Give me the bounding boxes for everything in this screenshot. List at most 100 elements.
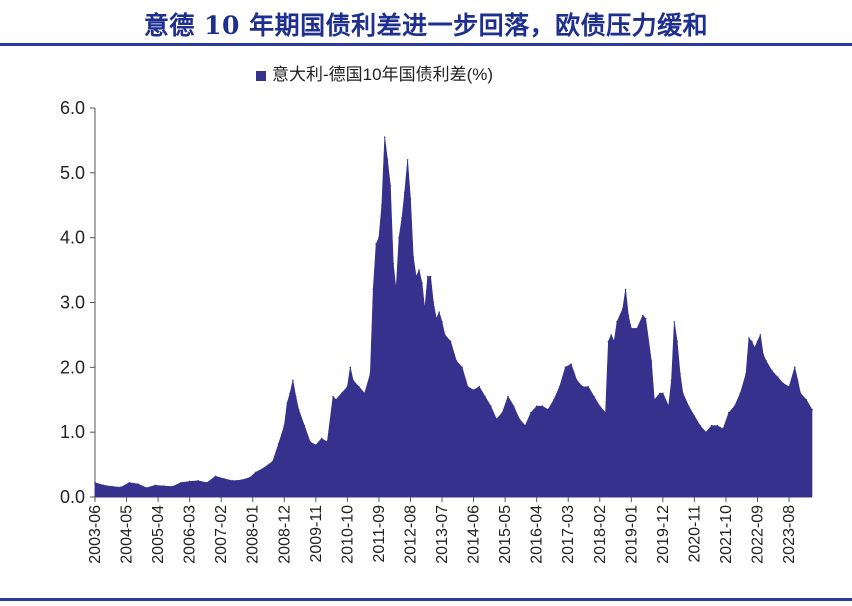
x-axis: 2003-06 2004-05 2005-04 2006-03 2007-02 2008-… (87, 496, 812, 564)
data-point (154, 484, 156, 487)
y-axis: 0.0 1.0 2.0 3.0 4.0 5.0 6.0 (60, 98, 96, 507)
data-point (444, 334, 446, 336)
data-point (277, 443, 280, 445)
data-point (667, 405, 670, 408)
data-point (426, 275, 429, 278)
data-point (722, 428, 724, 430)
data-point (587, 386, 590, 388)
data-point (289, 392, 291, 395)
x-tick-label: 2015-05 (497, 505, 514, 564)
data-point (745, 373, 747, 375)
series-area (94, 136, 813, 498)
data-point (748, 337, 750, 340)
data-point (765, 360, 767, 362)
data-point (412, 256, 415, 258)
data-point (249, 476, 251, 479)
data-point (424, 308, 426, 310)
y-tick-label: 0.0 (60, 487, 85, 507)
data-point (214, 475, 217, 478)
data-point (401, 217, 403, 219)
data-point (693, 415, 696, 417)
data-point (627, 314, 630, 317)
y-tick-label: 6.0 (60, 98, 85, 118)
data-point (409, 198, 412, 200)
data-point (512, 405, 515, 408)
data-point (438, 311, 441, 314)
data-point (163, 485, 165, 487)
data-point (716, 424, 719, 427)
data-point (197, 480, 199, 482)
data-point (624, 288, 627, 291)
data-point (315, 444, 317, 446)
data-point (297, 408, 300, 411)
data-point (805, 399, 808, 401)
x-tick-label: 2006-03 (182, 505, 199, 564)
data-point (636, 327, 638, 330)
data-point (283, 424, 286, 427)
data-point (756, 340, 759, 343)
data-point (389, 185, 392, 187)
data-point (188, 480, 191, 483)
data-point (501, 411, 504, 414)
legend: 意大利-德国10年国债利差(%) (256, 65, 493, 84)
data-point (593, 395, 595, 398)
data-point (381, 204, 383, 207)
data-point (687, 405, 690, 408)
data-point (145, 487, 148, 489)
data-point (682, 392, 684, 395)
data-point (553, 399, 555, 401)
data-point (581, 386, 584, 388)
data-point (455, 360, 458, 362)
data-point (395, 288, 397, 291)
x-tick-label: 2007-02 (213, 505, 230, 564)
data-point (535, 405, 538, 408)
data-point (776, 376, 779, 378)
data-point (811, 408, 813, 411)
data-point (326, 441, 329, 443)
data-point (650, 360, 653, 362)
data-point (432, 301, 435, 304)
data-point (180, 481, 182, 484)
data-point (771, 369, 773, 372)
data-point (206, 481, 208, 484)
data-point (762, 353, 764, 356)
data-point (128, 481, 131, 484)
x-tick-label: 2010-10 (339, 505, 356, 564)
x-tick-label: 2020-11 (686, 505, 703, 563)
data-point (599, 405, 601, 408)
data-point (728, 411, 730, 414)
y-tick-label: 5.0 (60, 163, 85, 183)
data-point (137, 483, 139, 485)
data-point (332, 395, 334, 398)
data-point (478, 386, 481, 388)
x-tick-label: 2019-12 (655, 505, 672, 564)
data-point (644, 317, 647, 320)
data-point (352, 379, 354, 382)
data-point (547, 408, 549, 411)
data-point (171, 485, 174, 488)
data-point (613, 340, 615, 343)
data-point (607, 340, 610, 343)
data-point (461, 366, 463, 369)
x-tick-label: 2021-10 (718, 505, 735, 564)
data-point (530, 411, 532, 414)
page-title: 意德 10 年期国债利差进一步回落，欧债压力缓和 (143, 11, 709, 40)
x-tick-label: 2022-09 (750, 505, 767, 564)
data-point (254, 471, 257, 474)
data-point (467, 386, 469, 388)
data-point (358, 386, 360, 388)
data-point (375, 243, 377, 245)
data-point (705, 431, 707, 434)
data-point (120, 486, 122, 489)
data-point (272, 460, 274, 463)
data-point (223, 478, 225, 480)
x-tick-label: 2013-07 (434, 505, 451, 564)
y-tick-label: 2.0 (60, 357, 85, 377)
data-point (231, 480, 234, 482)
data-point (524, 424, 526, 427)
title-rule (0, 43, 852, 46)
data-point (421, 282, 423, 284)
data-point (429, 275, 432, 278)
x-tick-label: 2005-04 (150, 505, 167, 564)
